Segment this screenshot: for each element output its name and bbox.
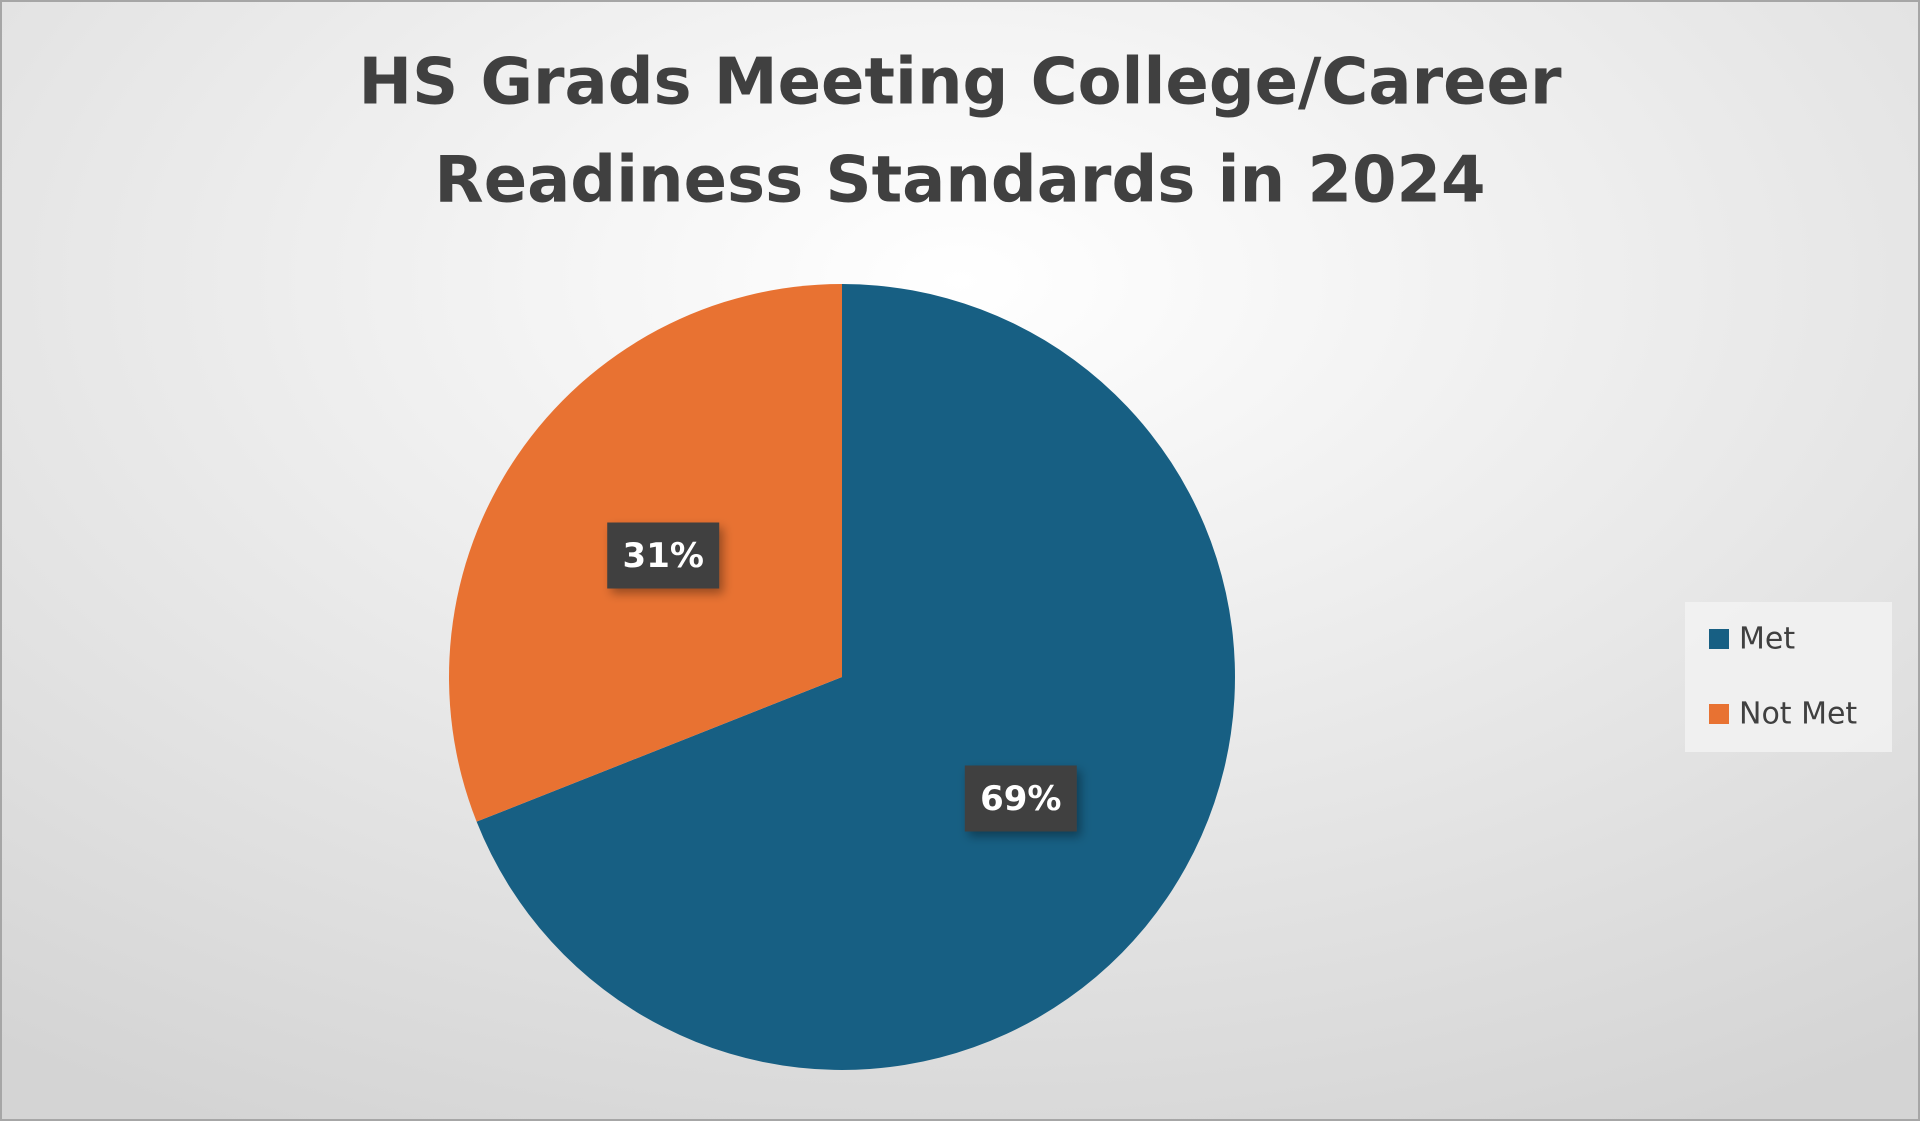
pie	[448, 284, 1235, 1070]
data-label-text: 69%	[980, 779, 1061, 819]
data-label-box	[964, 765, 1077, 832]
data-label-text: 31%	[623, 536, 704, 576]
data-label: 31%	[607, 522, 720, 589]
legend-label: Met	[1739, 622, 1795, 657]
legend-swatch	[1709, 629, 1729, 649]
legend-box	[1685, 602, 1892, 752]
data-labels: 69% 31%	[607, 522, 1077, 832]
data-label: 69%	[964, 765, 1077, 832]
data-label-box	[607, 522, 720, 589]
legend-swatch	[1709, 704, 1729, 724]
pie-slice	[476, 284, 1235, 1070]
legend-label: Not Met	[1739, 697, 1857, 732]
legend: Met Not Met	[1685, 602, 1892, 752]
chart-title: HS Grads Meeting College/Career	[359, 46, 1562, 120]
chart-title: Readiness Standards in 2024	[434, 144, 1485, 218]
